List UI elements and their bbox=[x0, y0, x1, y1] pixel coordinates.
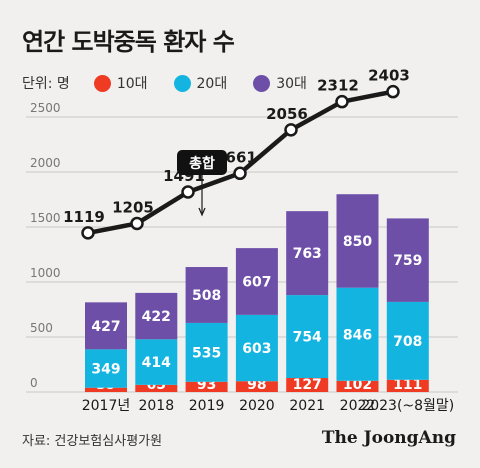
bar-5-series-2 bbox=[336, 194, 379, 288]
bar-5-series-0 bbox=[336, 380, 379, 392]
bar-value-label-5-series-0: 102 bbox=[343, 377, 372, 393]
y-tick-label-0: 0 bbox=[30, 376, 38, 390]
legend-item-teens: 10대 bbox=[93, 73, 148, 93]
bar-value-label-3-series-1: 603 bbox=[242, 341, 271, 357]
legend: 단위: 명 10대 20대 30대 bbox=[22, 72, 333, 94]
bar-3-series-0 bbox=[235, 381, 278, 392]
y-tick-label-1500: 1500 bbox=[30, 211, 61, 225]
legend-label-teens: 10대 bbox=[116, 76, 148, 92]
source-note: 자료: 건강보험심사평가원 bbox=[22, 434, 163, 449]
total-point-1 bbox=[130, 216, 144, 231]
total-point-5 bbox=[335, 94, 349, 109]
total-value-label-5: 2312 bbox=[317, 77, 359, 95]
bar-4-series-1 bbox=[286, 295, 329, 379]
bar-value-label-4-series-0: 127 bbox=[293, 377, 322, 393]
bar-1-series-0 bbox=[135, 384, 178, 392]
bar-2-series-2 bbox=[185, 267, 228, 323]
brand-logo: The JoongAng bbox=[321, 428, 456, 448]
bar-value-label-2-series-2: 508 bbox=[192, 288, 221, 304]
legend-label-thirties: 30대 bbox=[276, 76, 307, 92]
x-tick-label-6: 2023(~8월말) bbox=[361, 398, 454, 414]
y-tick-label-500: 500 bbox=[30, 321, 53, 335]
total-value-label-4: 2056 bbox=[266, 105, 308, 123]
bar-value-label-6-series-0: 111 bbox=[393, 377, 422, 393]
total-value-label-6: 2403 bbox=[368, 67, 410, 85]
bar-value-label-6-series-1: 708 bbox=[393, 334, 422, 350]
x-tick-label-1: 2018 bbox=[138, 398, 174, 414]
bar-value-label-5-series-1: 846 bbox=[343, 327, 372, 343]
total-point-6 bbox=[386, 84, 400, 99]
bar-value-label-0-series-2: 427 bbox=[91, 319, 120, 335]
total-point-3 bbox=[233, 166, 247, 181]
legend-item-twenties: 20대 bbox=[173, 73, 228, 93]
total-callout-label: 총합 bbox=[189, 155, 215, 172]
chart-title: 연간 도박중독 환자 수 bbox=[22, 28, 235, 56]
legend-swatch-twenties bbox=[173, 74, 191, 92]
legend-item-thirties: 30대 bbox=[253, 73, 307, 93]
total-value-label-0: 1119 bbox=[63, 208, 105, 226]
bar-2-series-0 bbox=[185, 381, 228, 392]
legend-swatch-teens bbox=[93, 74, 111, 92]
bar-value-label-4-series-2: 763 bbox=[293, 246, 322, 262]
bar-3-series-2 bbox=[235, 248, 278, 315]
bar-6-series-0 bbox=[386, 379, 429, 392]
total-value-label-1: 1205 bbox=[112, 198, 154, 216]
bar-5-series-1 bbox=[336, 287, 379, 381]
bar-value-label-0-series-1: 349 bbox=[91, 362, 120, 378]
y-tick-label-1000: 1000 bbox=[30, 266, 61, 280]
total-point-4 bbox=[284, 123, 298, 137]
x-tick-label-0: 2017년 bbox=[82, 398, 131, 414]
bar-4-series-0 bbox=[286, 378, 329, 392]
total-callout-arrowhead bbox=[198, 207, 206, 217]
bar-value-label-1-series-1: 414 bbox=[142, 355, 171, 371]
bar-value-label-3-series-2: 607 bbox=[242, 275, 271, 291]
bar-3-series-1 bbox=[235, 314, 278, 382]
bar-1-series-1 bbox=[135, 339, 178, 385]
total-callout-box bbox=[177, 150, 227, 175]
bar-value-label-6-series-2: 759 bbox=[393, 253, 422, 269]
x-tick-label-3: 2020 bbox=[239, 398, 275, 414]
bar-0-series-1 bbox=[85, 349, 127, 388]
x-tick-label-4: 2021 bbox=[289, 398, 325, 414]
bar-4-series-2 bbox=[286, 211, 329, 296]
bar-1-series-2 bbox=[135, 292, 178, 340]
legend-label-twenties: 20대 bbox=[196, 76, 228, 92]
total-point-2 bbox=[181, 185, 195, 199]
bar-value-label-2-series-1: 535 bbox=[192, 345, 221, 361]
bar-value-label-4-series-1: 754 bbox=[293, 330, 322, 346]
x-tick-label-2: 2019 bbox=[189, 398, 225, 414]
y-tick-label-2500: 2500 bbox=[30, 101, 61, 115]
y-tick-label-2000: 2000 bbox=[30, 156, 61, 170]
legend-swatch-thirties bbox=[253, 74, 271, 92]
unit-label: 단위: 명 bbox=[22, 76, 70, 92]
bar-2-series-1 bbox=[185, 322, 228, 382]
total-point-0 bbox=[81, 226, 95, 240]
bar-6-series-2 bbox=[386, 218, 429, 302]
bar-value-label-1-series-2: 422 bbox=[142, 309, 171, 325]
bar-0-series-2 bbox=[85, 302, 127, 350]
bar-value-label-5-series-2: 850 bbox=[343, 234, 372, 250]
bar-0-series-0 bbox=[85, 387, 127, 392]
bar-6-series-1 bbox=[386, 301, 429, 380]
x-tick-label-5: 2022 bbox=[340, 398, 376, 414]
